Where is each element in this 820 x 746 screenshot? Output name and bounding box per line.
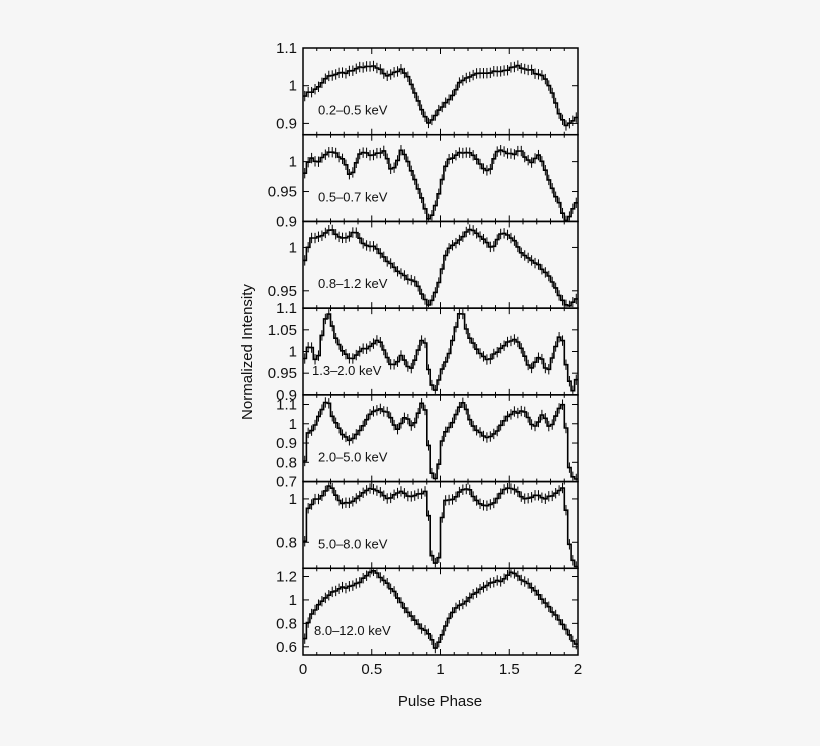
- energy-band-label: 0.8–1.2 keV: [318, 276, 388, 291]
- energy-band-label: 1.3–2.0 keV: [312, 363, 382, 378]
- energy-band-label: 5.0–8.0 keV: [318, 536, 388, 551]
- y-tick-label: 1: [289, 344, 297, 361]
- x-tick-label: 2: [574, 661, 582, 678]
- y-tick-label: 0.95: [268, 283, 297, 300]
- profile-line: [303, 313, 578, 392]
- y-tick-label: 1: [289, 78, 297, 95]
- x-tick-label: 0.5: [361, 661, 382, 678]
- y-tick-label: 1.1: [276, 300, 297, 317]
- x-tick-label: 1.5: [499, 661, 520, 678]
- y-axis-title: Normalized Intensity: [239, 284, 256, 420]
- y-tick-label: 0.9: [276, 435, 297, 452]
- y-tick-label: 1: [289, 592, 297, 609]
- x-axis-title: Pulse Phase: [398, 693, 482, 710]
- y-tick-label: 1: [289, 239, 297, 256]
- panel-1: 0.9 1 1.1 0.2–0.5 keV: [276, 40, 579, 136]
- energy-band-label: 0.2–0.5 keV: [318, 103, 388, 118]
- y-tick-label: 0.8: [276, 534, 297, 551]
- panel-frame: [302, 47, 579, 136]
- energy-band-label: 8.0–12.0 keV: [314, 623, 391, 638]
- y-tick-label: 1: [289, 416, 297, 433]
- panel-2: 0.9 0.95 1 0.5–0.7 keV: [268, 133, 579, 230]
- y-tick-label: 1.1: [276, 396, 297, 413]
- y-tick-label: 0.8: [276, 454, 297, 471]
- y-tick-label: 0.9: [276, 115, 297, 132]
- panel-3: 0.95 1 0.8–1.2 keV: [268, 220, 579, 309]
- y-tick-label: 1: [289, 491, 297, 508]
- panel-frame: [302, 133, 579, 223]
- y-tick-label: 0.6: [276, 639, 297, 656]
- y-tick-label: 1.2: [276, 568, 297, 585]
- panel-frame: [302, 394, 579, 483]
- y-tick-label: 1.05: [268, 322, 297, 339]
- x-tick-label: 0: [299, 661, 307, 678]
- profile-line: [303, 485, 578, 568]
- y-tick-label: 0.95: [268, 184, 297, 201]
- panel-6: 0.8 1 5.0–8.0 keV: [276, 480, 579, 570]
- y-tick-label: 0.7: [276, 474, 297, 491]
- panel-5: 0.7 0.8 0.9 1 1.1 2.0–5.0 keV: [276, 394, 579, 491]
- x-tick-label: 1: [436, 661, 444, 678]
- panel-7: 0.6 0.8 1 1.2 8.0–12.0 keV: [276, 567, 579, 656]
- y-tick-label: 0.95: [268, 365, 297, 382]
- profile-line: [303, 401, 578, 480]
- profile-line: [303, 228, 578, 307]
- y-tick-label: 1.1: [276, 40, 297, 57]
- y-tick-label: 0.9: [276, 387, 297, 404]
- y-tick-label: 0.8: [276, 615, 297, 632]
- panel-4: 0.9 0.95 1 1.05 1.1 1.3–2.0 keV: [268, 300, 579, 404]
- energy-band-label: 2.0–5.0 keV: [318, 450, 388, 465]
- x-axis: 0 0.5 1 1.5 2: [299, 661, 582, 678]
- y-tick-label: 1: [289, 154, 297, 171]
- profile-line: [303, 149, 578, 222]
- energy-band-label: 0.5–0.7 keV: [318, 189, 388, 204]
- y-tick-label: 0.9: [276, 213, 297, 230]
